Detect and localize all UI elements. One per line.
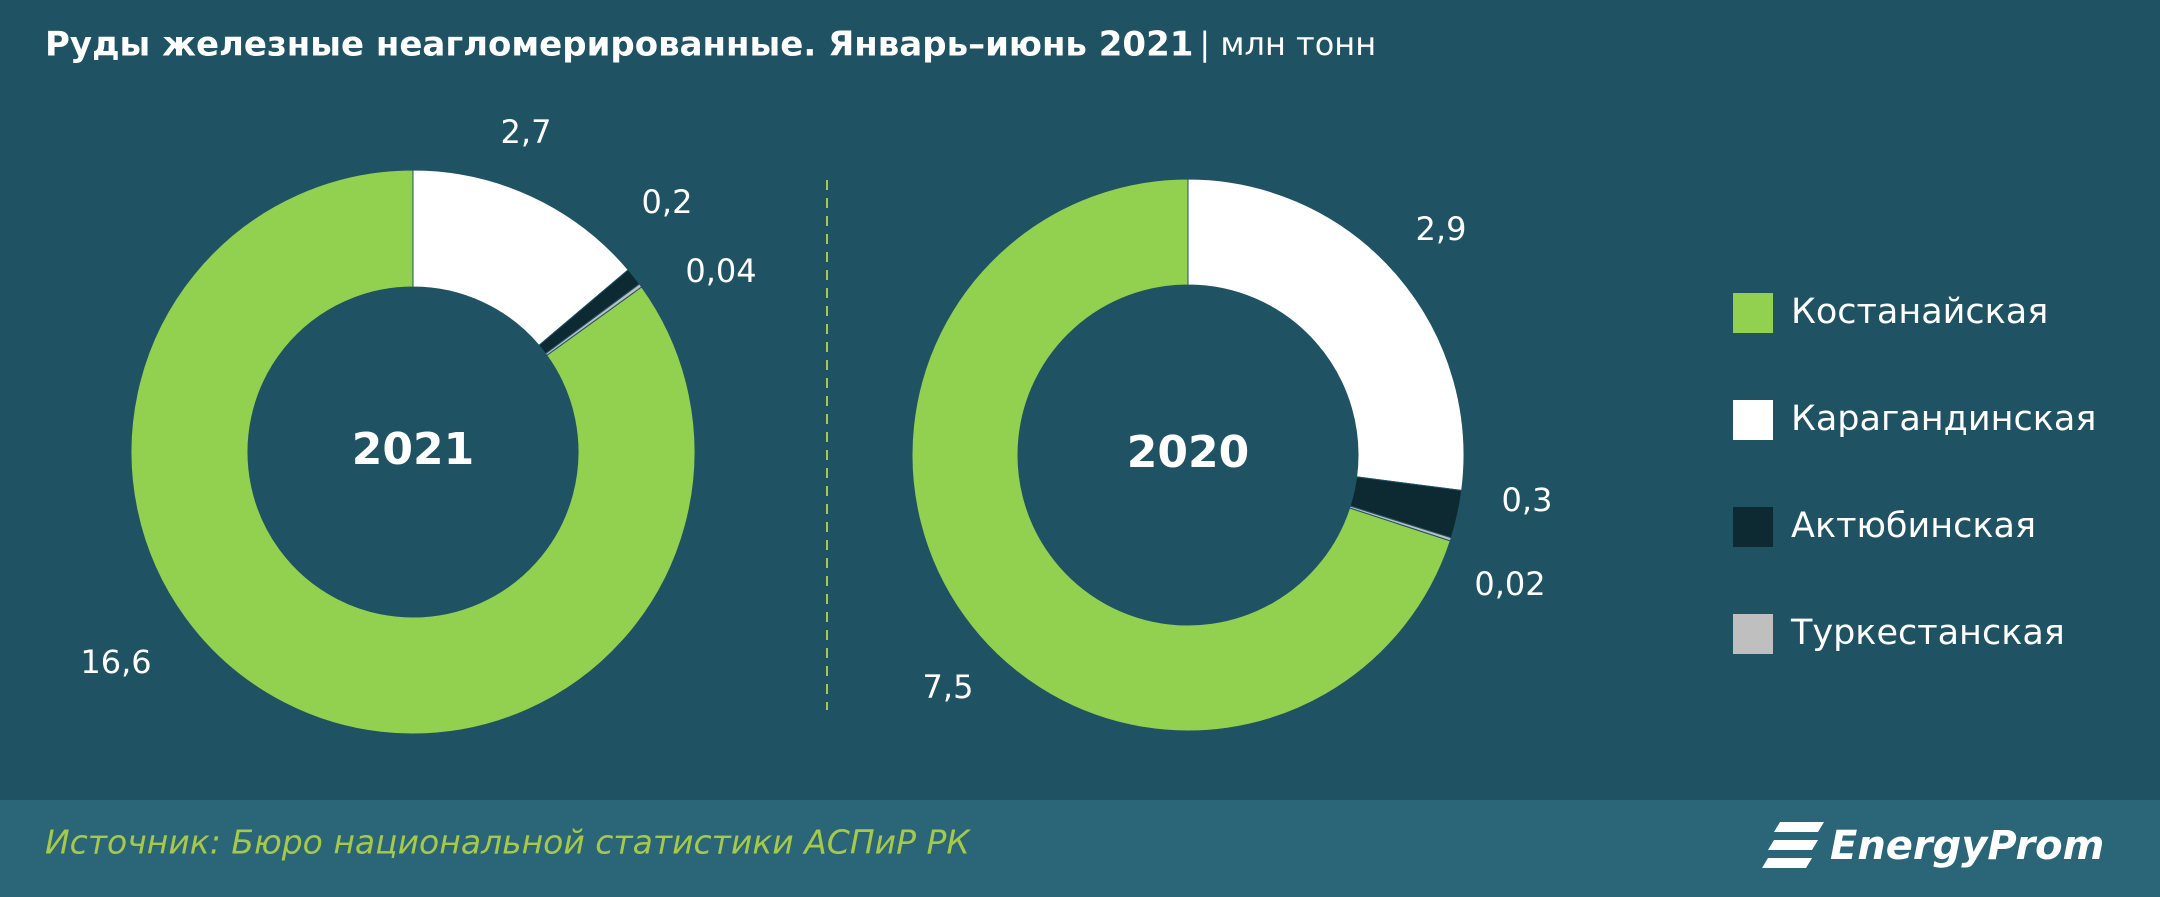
source: Источник: Бюро национальной статистики А… (45, 823, 971, 862)
center-label: 2020 (1127, 427, 1249, 478)
legend-swatch (1733, 614, 1773, 654)
donut-slice (1187, 178, 1465, 492)
value-label: 16,6 (80, 643, 151, 681)
legend-swatch (1733, 400, 1773, 440)
value-label: 2,9 (1416, 210, 1467, 248)
center-label: 2021 (352, 424, 474, 475)
donut-slice (911, 178, 1451, 732)
value-label: 0,04 (685, 252, 756, 290)
logo: EnergyProm (1762, 822, 2104, 869)
legend-swatch (1733, 507, 1773, 547)
value-label: 0,02 (1474, 565, 1545, 603)
logo-icon (1762, 822, 1824, 868)
donut-slice (1348, 505, 1452, 542)
logo-text: EnergyProm (1830, 823, 2104, 869)
value-label: 2,7 (501, 113, 552, 151)
value-label: 0,2 (642, 183, 693, 221)
value-label: 7,5 (923, 668, 974, 706)
donut-slice (544, 283, 643, 357)
legend-label: Костанайская (1791, 292, 2048, 332)
legend-label: Карагандинская (1791, 399, 2096, 439)
value-label: 0,3 (1502, 481, 1553, 519)
legend-swatch (1733, 293, 1773, 333)
unit-label: | млн тонн (1199, 25, 1376, 63)
chart-title: Руды железные неагломерированные. Январь… (45, 25, 1193, 65)
legend-label: Актюбинская (1791, 506, 2036, 546)
donut-slice (130, 169, 696, 735)
legend-label: Туркестанская (1790, 613, 2065, 653)
